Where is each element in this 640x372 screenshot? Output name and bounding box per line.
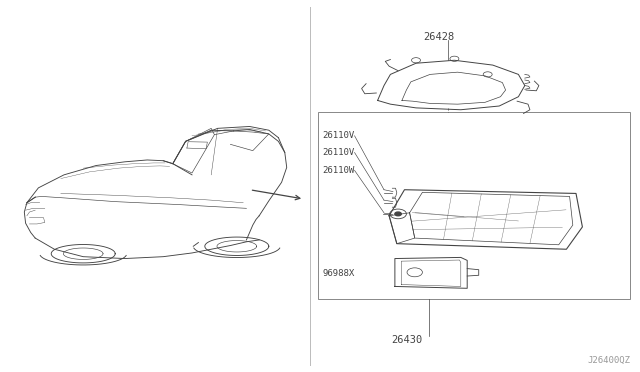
Text: 96988X: 96988X [323, 269, 355, 278]
Text: 26428: 26428 [423, 32, 454, 42]
Text: 26430: 26430 [391, 336, 422, 345]
Text: 26110W: 26110W [323, 166, 355, 175]
Text: J26400QZ: J26400QZ [588, 356, 630, 365]
Circle shape [395, 212, 401, 216]
Text: 26110V: 26110V [323, 131, 355, 140]
Text: 26110V: 26110V [323, 148, 355, 157]
Bar [318, 112, 630, 299]
